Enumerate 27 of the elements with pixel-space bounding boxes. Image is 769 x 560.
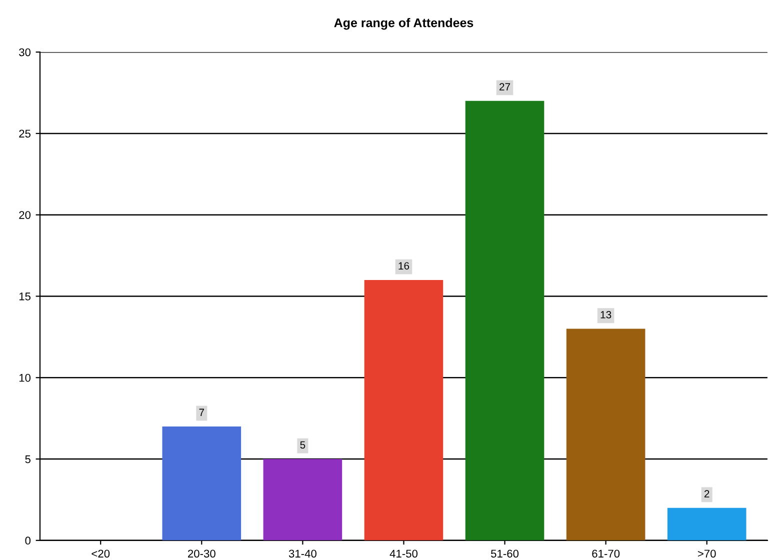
x-tick-label: 31-40	[288, 550, 316, 558]
x-tick-label: 41-50	[390, 550, 418, 558]
data-label: 16	[398, 262, 410, 270]
data-label: 7	[199, 408, 204, 416]
bar	[667, 508, 746, 540]
x-tick-label: <20	[92, 550, 110, 558]
y-tick-label: 20	[19, 211, 31, 219]
bar	[364, 280, 444, 540]
data-label: 13	[600, 311, 612, 318]
y-tick-label: 10	[19, 374, 31, 382]
bar	[566, 328, 646, 540]
x-tick-label: 51-60	[491, 550, 519, 558]
bar	[465, 100, 544, 540]
y-tick-label: 5	[25, 455, 30, 464]
y-tick-label: 0	[25, 536, 31, 545]
data-label: 5	[300, 441, 306, 449]
data-label: 2	[704, 490, 710, 498]
data-label: 27	[499, 83, 510, 90]
x-tick-label: 61-70	[592, 550, 620, 558]
x-tick-label: 20-30	[188, 550, 216, 558]
y-tick-label: 25	[19, 130, 30, 138]
x-tick-label: >70	[698, 550, 716, 558]
y-tick-label: 30	[19, 48, 31, 56]
bar	[263, 459, 342, 540]
bar	[162, 426, 242, 540]
chart-title: Age range of Attendees	[334, 18, 474, 30]
y-tick-label: 15	[19, 292, 30, 300]
